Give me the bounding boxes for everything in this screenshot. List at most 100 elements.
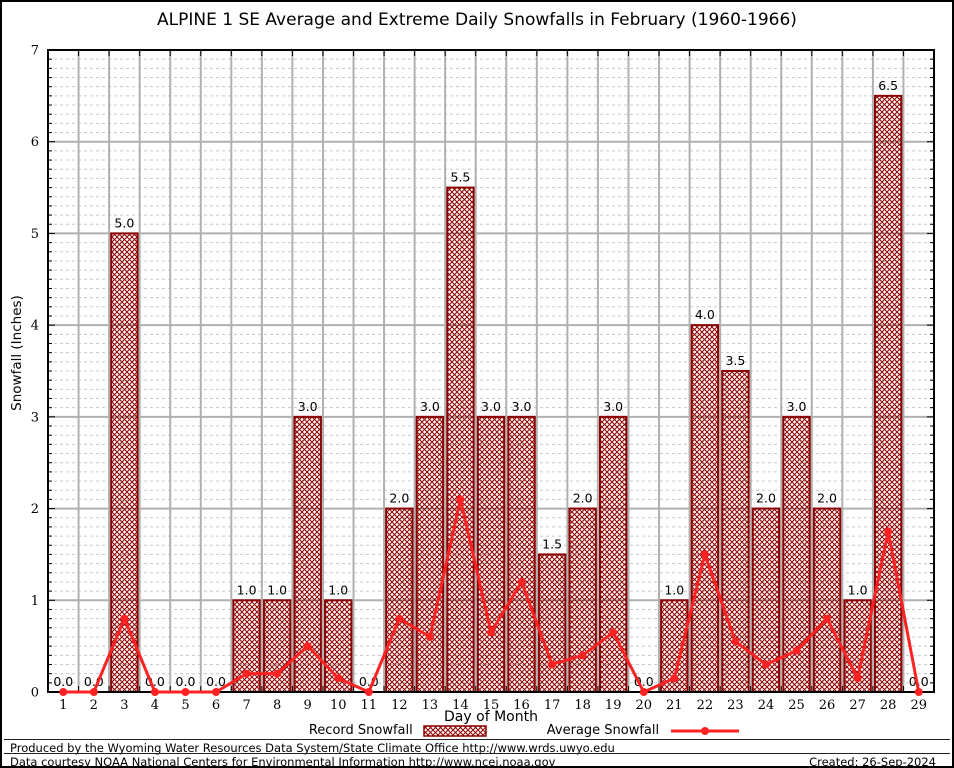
bar-value-label: 1.0	[664, 582, 684, 597]
created-date: Created: 26-Sep-2024	[809, 755, 936, 768]
x-tick-label: 13	[422, 698, 439, 713]
bar-value-label: 1.0	[237, 582, 257, 597]
average-point-day-21	[670, 674, 679, 683]
record-swatch-icon	[423, 724, 487, 737]
footer-divider-bottom	[4, 753, 950, 754]
legend-average-label: Average Snowfall	[546, 723, 660, 738]
x-tick-label: 14	[452, 698, 469, 713]
record-bar-day-8	[262, 599, 292, 693]
average-point-day-24	[761, 660, 770, 669]
average-point-day-26	[823, 614, 832, 623]
bar-value-label: 3.0	[481, 399, 501, 414]
average-point-day-15	[487, 628, 495, 637]
axis-ticks	[47, 50, 935, 692]
average-point-day-17	[548, 660, 557, 669]
bar-value-label: 2.0	[573, 491, 593, 506]
bar-value-label: 2.0	[817, 491, 837, 506]
x-tick-label: 12	[391, 698, 408, 713]
record-bar-day-16	[507, 415, 536, 693]
footer-courtesy-text: Data courtesy NOAA National Centers for …	[10, 755, 556, 768]
average-point-day-14	[456, 495, 465, 504]
footer-divider-top	[4, 739, 950, 740]
bar-value-label: 0.0	[206, 674, 226, 689]
average-point-day-22	[700, 550, 709, 559]
average-point-day-23	[731, 637, 740, 646]
record-bar-day-19	[599, 415, 628, 693]
record-bar-day-22	[690, 324, 720, 693]
average-point-day-13	[425, 632, 434, 641]
x-tick-label: 4	[151, 698, 159, 713]
bar-value-label: 1.0	[848, 582, 868, 597]
x-tick-label: 25	[788, 698, 805, 713]
y-tick-label: 5	[31, 227, 39, 242]
bar-value-label: 1.0	[267, 582, 287, 597]
bar-value-label: 4.0	[695, 307, 715, 322]
y-tick-label: 1	[31, 594, 39, 609]
x-tick-label: 23	[727, 698, 744, 713]
average-point-day-27	[853, 674, 862, 683]
x-tick-label: 18	[574, 698, 591, 713]
record-bar-day-15	[476, 415, 506, 693]
bar-value-label: 0.0	[909, 674, 929, 689]
average-point-day-11	[364, 688, 373, 696]
bar-value-label: 5.5	[451, 170, 471, 185]
y-tick-label: 4	[31, 319, 39, 334]
legend: Record Snowfall Average Snowfall	[2, 723, 952, 738]
average-point-day-8	[273, 669, 282, 678]
x-tick-label: 11	[361, 698, 378, 713]
average-point-day-5	[181, 688, 190, 696]
y-axis-label: Snowfall (Inches)	[9, 295, 25, 411]
x-tick-label: 28	[880, 698, 897, 713]
x-tick-label: 5	[181, 698, 189, 713]
bar-value-label: 1.5	[542, 536, 562, 551]
y-tick-label: 7	[31, 44, 39, 59]
x-tick-label: 9	[304, 698, 312, 713]
average-point-day-18	[578, 651, 587, 660]
x-tick-label: 8	[273, 698, 281, 713]
average-point-day-7	[242, 669, 251, 678]
y-tick-label: 3	[31, 410, 39, 425]
x-tick-label: 29	[910, 698, 927, 713]
x-tick-label: 10	[330, 698, 347, 713]
x-tick-label: 22	[697, 698, 714, 713]
x-tick-label: 24	[758, 698, 775, 713]
record-bar-day-28	[873, 94, 903, 694]
record-bar-day-17	[537, 553, 567, 694]
legend-record-label: Record Snowfall	[308, 723, 413, 738]
average-point-day-6	[212, 688, 221, 696]
average-point-day-20	[639, 688, 648, 696]
average-point-day-19	[609, 628, 618, 637]
average-point-day-4	[150, 688, 159, 696]
record-bar-day-9	[293, 415, 322, 693]
bar-value-label: 3.0	[603, 399, 623, 414]
x-tick-label: 1	[59, 698, 67, 713]
bar-value-label: 3.0	[787, 399, 807, 414]
record-bars	[110, 94, 903, 694]
footer-producer: Produced by the Wyoming Water Resources …	[10, 741, 615, 755]
average-point-day-16	[517, 577, 526, 586]
bar-value-label: 3.0	[512, 399, 532, 414]
average-point-day-28	[884, 527, 893, 536]
bar-value-label: 3.5	[725, 353, 745, 368]
bar-value-label: 2.0	[389, 491, 409, 506]
average-point-day-29	[914, 688, 923, 696]
x-tick-label: 3	[120, 698, 128, 713]
vertical-gridlines	[77, 50, 905, 692]
average-points	[59, 495, 923, 696]
average-point-day-9	[303, 642, 312, 651]
y-tick-label: 2	[31, 502, 39, 517]
bar-value-label: 3.0	[298, 399, 318, 414]
y-tick-label: 6	[31, 135, 39, 150]
bar-value-label: 1.0	[328, 582, 348, 597]
bar-value-label: 3.0	[420, 399, 440, 414]
y-tick-label: 0	[31, 686, 39, 701]
bar-value-label: 6.5	[878, 78, 898, 93]
x-tick-label: 15	[483, 698, 500, 713]
x-tick-label: 17	[544, 698, 561, 713]
record-bar-day-14	[446, 186, 475, 693]
bar-value-label: 0.0	[53, 674, 73, 689]
x-axis-label: Day of Month	[444, 709, 538, 725]
record-bar-day-3	[110, 232, 139, 694]
